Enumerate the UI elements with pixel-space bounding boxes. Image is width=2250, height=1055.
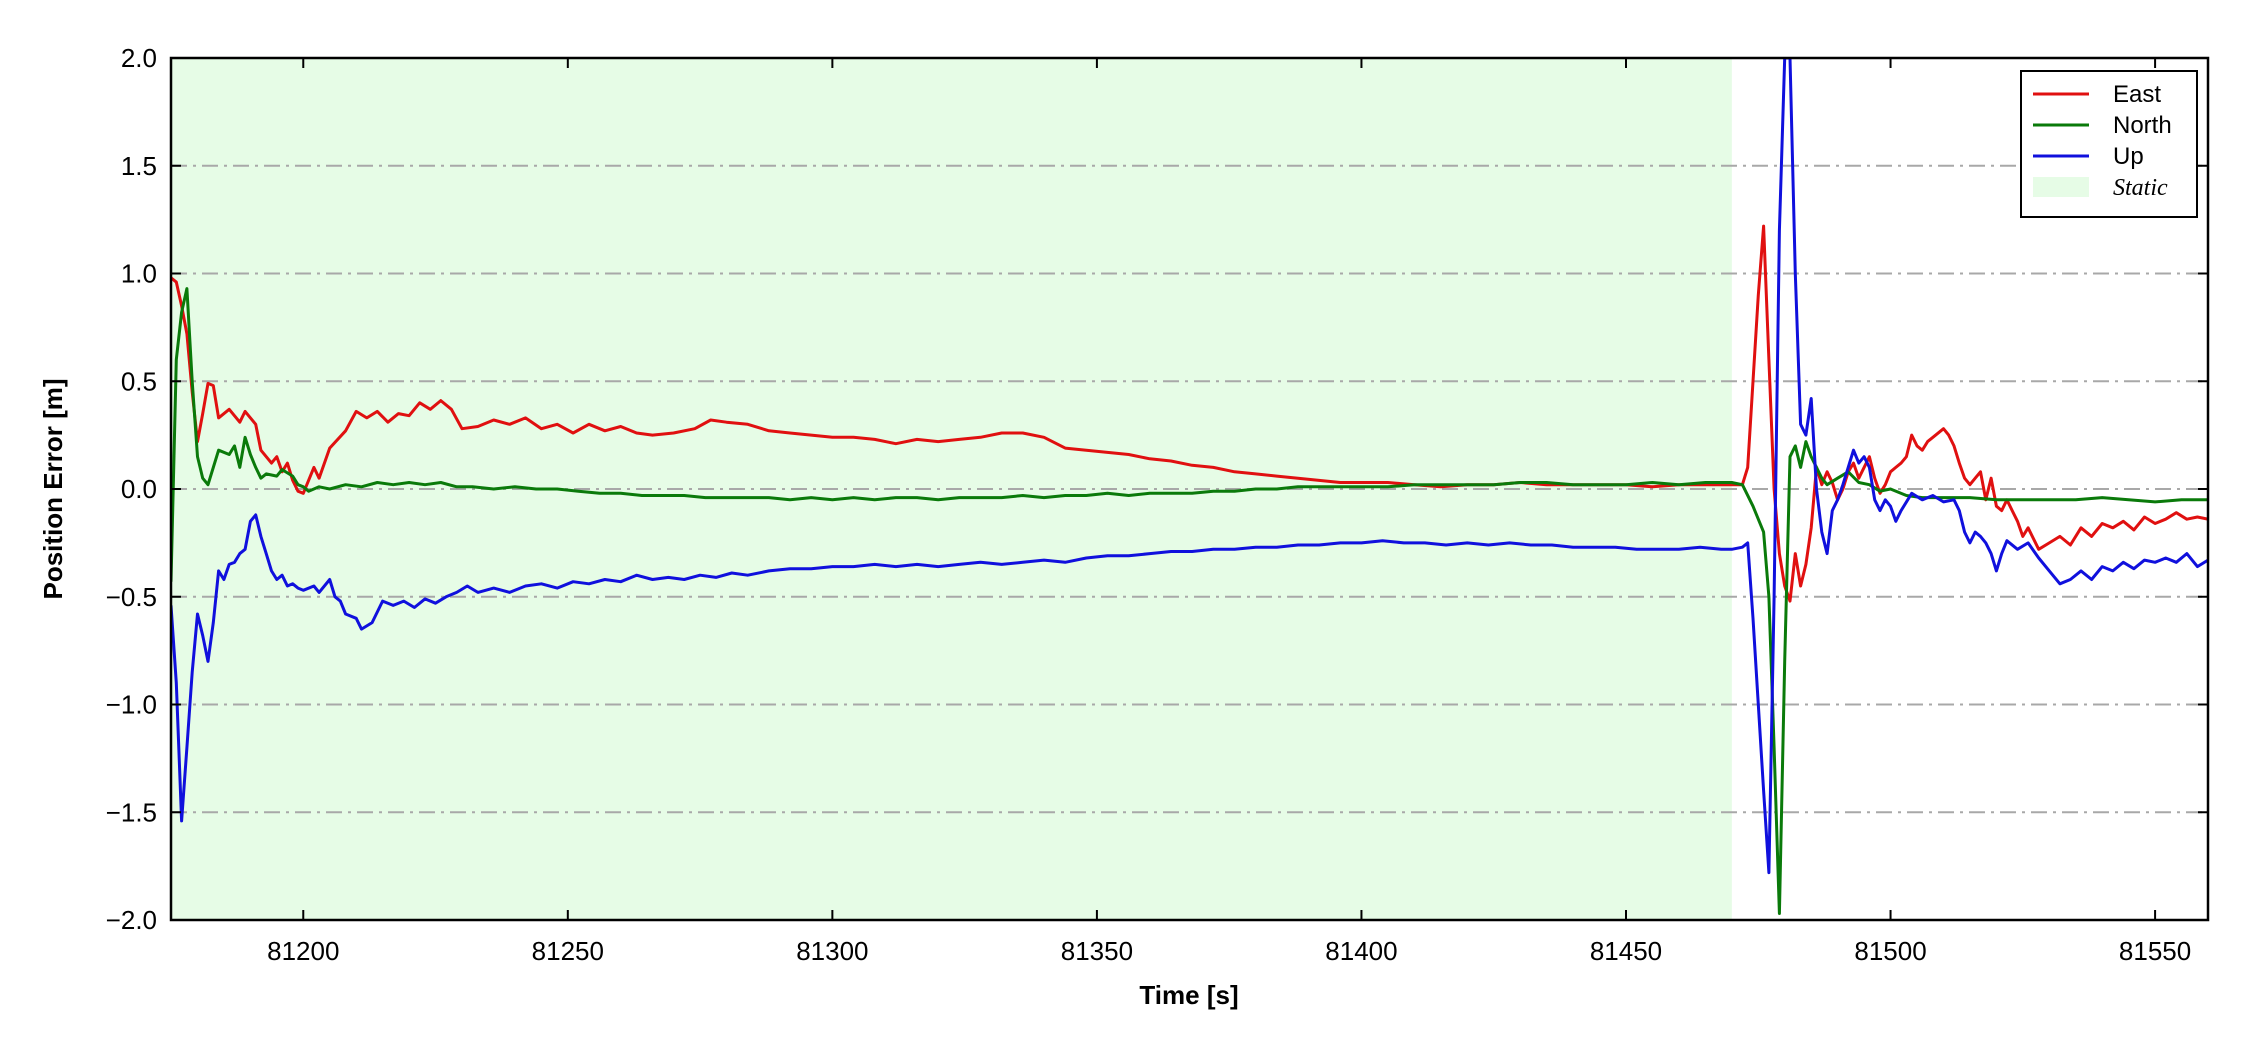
- x-tick-label: 81350: [1061, 936, 1133, 966]
- legend-label-north: North: [2113, 112, 2172, 139]
- x-tick-label: 81500: [1854, 936, 1926, 966]
- y-tick-label: 1.0: [121, 259, 157, 289]
- series-line-north: [171, 287, 2208, 915]
- y-axis-label: Position Error [m]: [38, 378, 68, 599]
- y-tick-label: 1.5: [121, 151, 157, 181]
- x-tick-label: 81200: [267, 936, 339, 966]
- x-tick-label: 81250: [532, 936, 604, 966]
- x-tick-label: 81400: [1325, 936, 1397, 966]
- series-lines: [171, 58, 2208, 915]
- y-tick-label: −1.5: [106, 797, 157, 827]
- x-tick-label: 81550: [2119, 936, 2191, 966]
- y-tick-label: 0.0: [121, 474, 157, 504]
- series-line-east: [171, 224, 2208, 603]
- x-tick-label: 81300: [796, 936, 868, 966]
- x-axis-label: Time [s]: [1139, 980, 1238, 1010]
- y-tick-label: −0.5: [106, 582, 157, 612]
- gridlines: [171, 164, 2208, 814]
- series-line-up: [171, 58, 2208, 875]
- legend-label-east: East: [2113, 81, 2161, 108]
- legend: East North Up Static: [2020, 70, 2198, 218]
- x-tick-label: 81450: [1590, 936, 1662, 966]
- legend-label-up: Up: [2113, 143, 2144, 170]
- legend-label-static: Static: [2113, 175, 2168, 201]
- y-tick-label: 2.0: [121, 43, 157, 73]
- y-tick-label: −2.0: [106, 905, 157, 935]
- y-tick-label: 0.5: [121, 366, 157, 396]
- y-tick-label: −1.0: [106, 690, 157, 720]
- legend-swatch-static: [2033, 177, 2089, 197]
- axis-ticks: 81200 81250 81300 81350 81400 81450 81500 81550…: [106, 43, 2208, 966]
